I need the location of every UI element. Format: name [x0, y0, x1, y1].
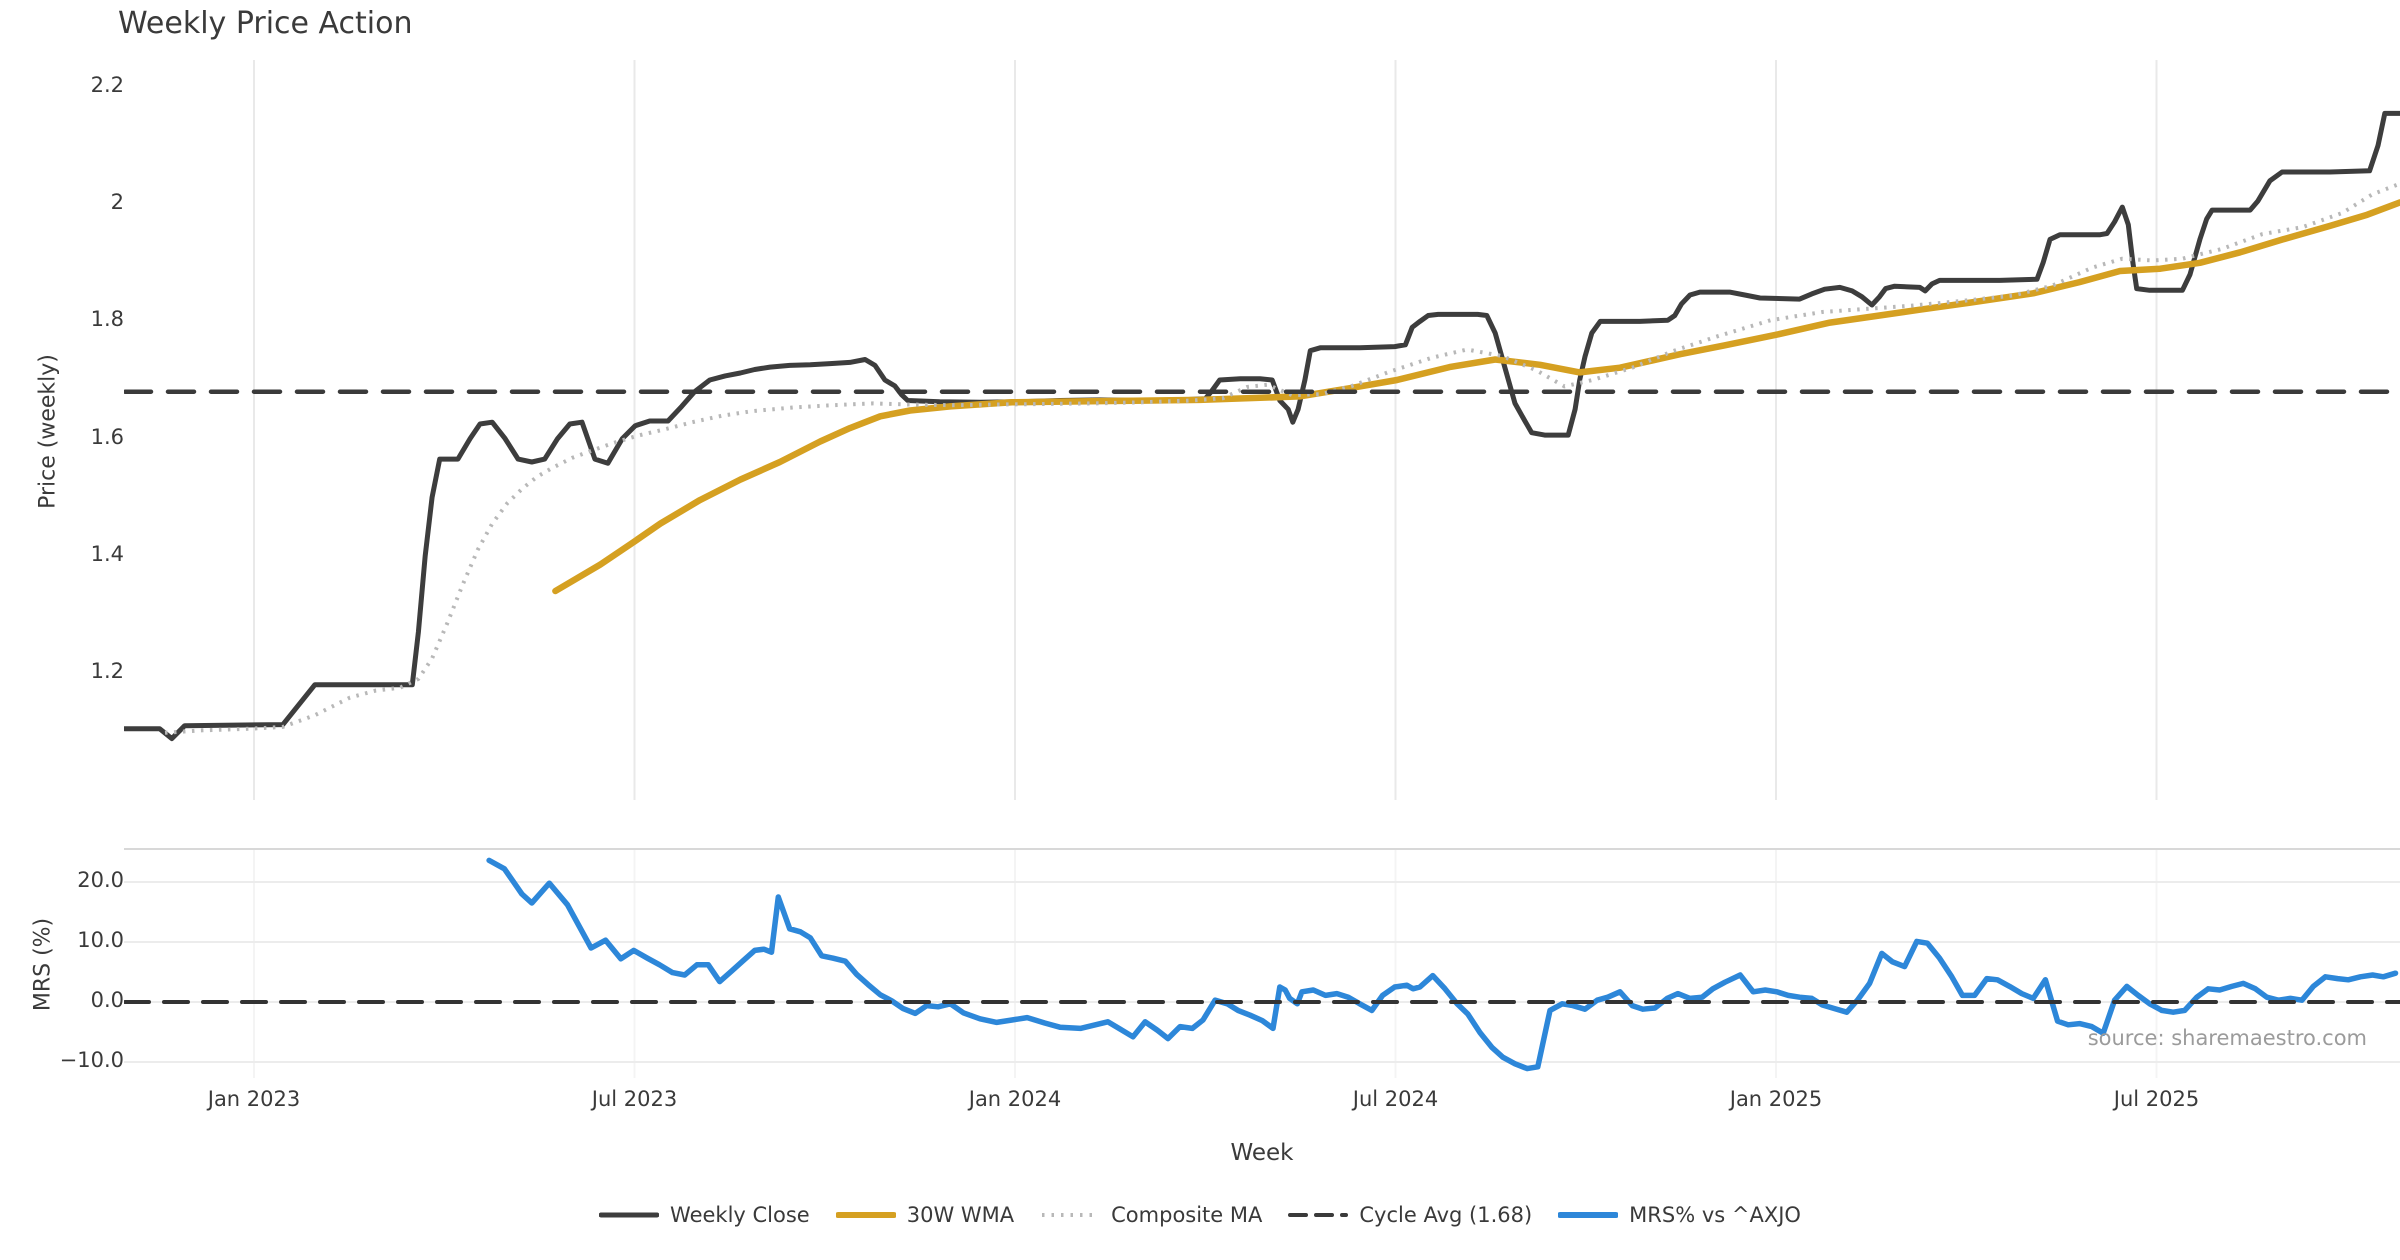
price-ytick-2.2: 2.2 [90, 73, 124, 97]
series-composite-ma [164, 181, 2400, 735]
price-ytick-2: 2 [110, 190, 124, 215]
legend-item-30w-wma: 30W WMA [835, 1203, 1015, 1227]
legend-swatch-solid-line [835, 1212, 896, 1218]
xtick-Jan-2023: Jan 2023 [207, 1087, 301, 1111]
mrs-ytick-20: 20.0 [77, 868, 124, 892]
legend-label: 30W WMA [906, 1203, 1015, 1227]
price-ytick-1.8: 1.8 [90, 307, 124, 332]
legend-label: MRS% vs ^AXJO [1629, 1203, 1801, 1227]
xtick-Jul-2023: Jul 2023 [591, 1087, 678, 1111]
xtick-Jan-2024: Jan 2024 [968, 1087, 1062, 1111]
price-ytick-1.2: 1.2 [90, 659, 124, 683]
mrs-ytick-10: 10.0 [77, 928, 124, 952]
x-axis-label: Week [1230, 1140, 1294, 1166]
legend: Weekly Close 30W WMA Composite MA Cycle Avg… [0, 1203, 2400, 1227]
legend-swatch-solid-line [599, 1212, 660, 1218]
mrs-ytick-0: 0.0 [90, 988, 124, 1012]
legend-label: Cycle Avg (1.68) [1359, 1203, 1533, 1227]
legend-swatch-solid-line [1558, 1212, 1619, 1218]
legend-label: Weekly Close [670, 1203, 810, 1227]
legend-item-mrs-vs-axjo: MRS% vs ^AXJO [1558, 1203, 1801, 1227]
series-weekly-close [124, 110, 2400, 742]
price-ytick-1.6: 1.6 [90, 424, 124, 449]
xtick-Jul-2024: Jul 2024 [1352, 1087, 1439, 1111]
mrs-ytick--10: −10.0 [59, 1048, 124, 1072]
xtick-Jan-2025: Jan 2025 [1729, 1087, 1823, 1111]
legend-item-composite-ma: Composite MA [1040, 1203, 1262, 1227]
series-mrs-vs-axjo [486, 857, 2399, 1072]
mrs-y-axis-label: MRS (%) [30, 917, 56, 1012]
legend-item-weekly-close: Weekly Close [599, 1203, 810, 1227]
legend-item-cycle-avg-1-68-: Cycle Avg (1.68) [1288, 1203, 1532, 1227]
source-watermark: source: sharemaestro.com [2087, 1026, 2367, 1050]
legend-swatch-dashed-line [1288, 1213, 1349, 1217]
legend-swatch-dotted-line [1042, 1213, 1099, 1217]
xtick-Jul-2025: Jul 2025 [2113, 1087, 2200, 1111]
price-ytick-1.4: 1.4 [90, 541, 124, 566]
legend-label: Composite MA [1111, 1203, 1263, 1227]
series-30w-wma [552, 199, 2400, 595]
chart-title: Weekly Price Action [118, 6, 413, 41]
